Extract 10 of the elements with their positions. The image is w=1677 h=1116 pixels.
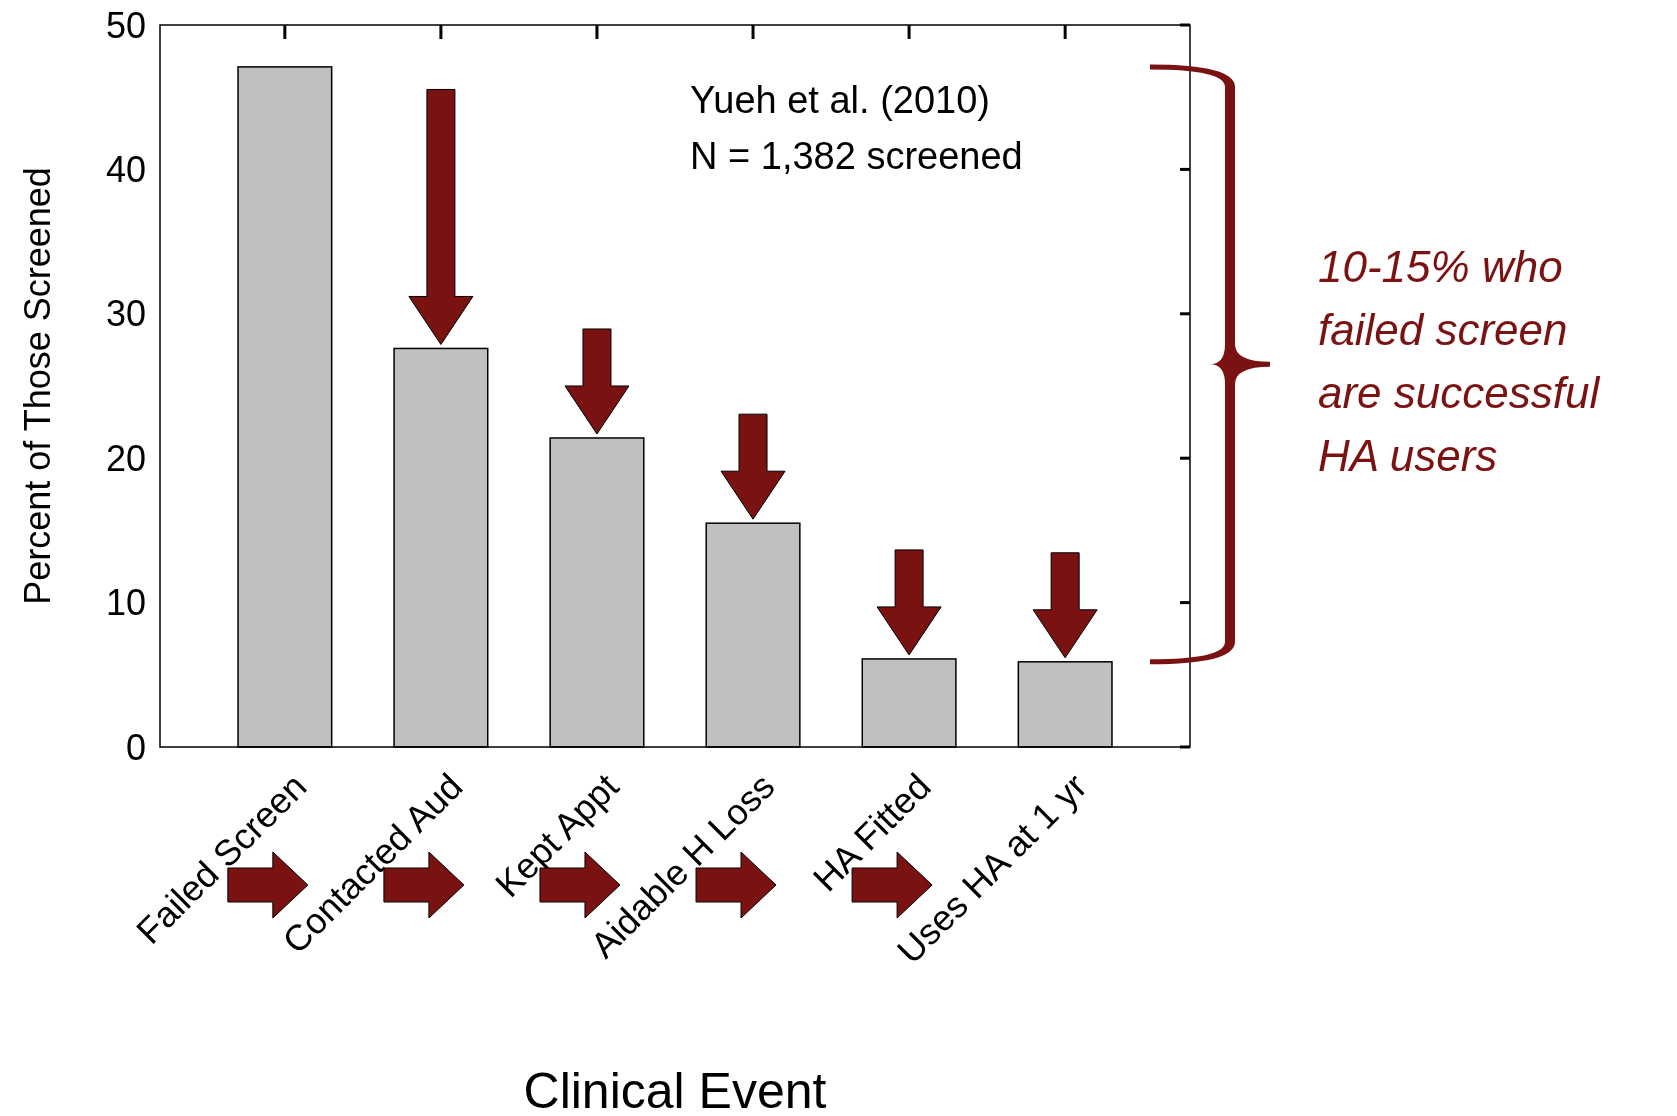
x-axis-title: Clinical Event: [523, 1063, 827, 1116]
y-tick-label: 50: [105, 4, 146, 46]
y-tick-label: 20: [105, 437, 146, 479]
y-axis-title: Percent of Those Screened: [17, 167, 58, 605]
y-tick-label: 40: [105, 149, 146, 190]
y-tick-label: 30: [105, 293, 146, 335]
annotation: Yueh et al. (2010) N = 1,382 screened: [690, 79, 1023, 177]
text: 10-15% who failed screen are successful HA users: [1318, 242, 1601, 480]
y-tick-label: 0: [125, 726, 146, 768]
y-tick-label: 10: [105, 582, 146, 624]
